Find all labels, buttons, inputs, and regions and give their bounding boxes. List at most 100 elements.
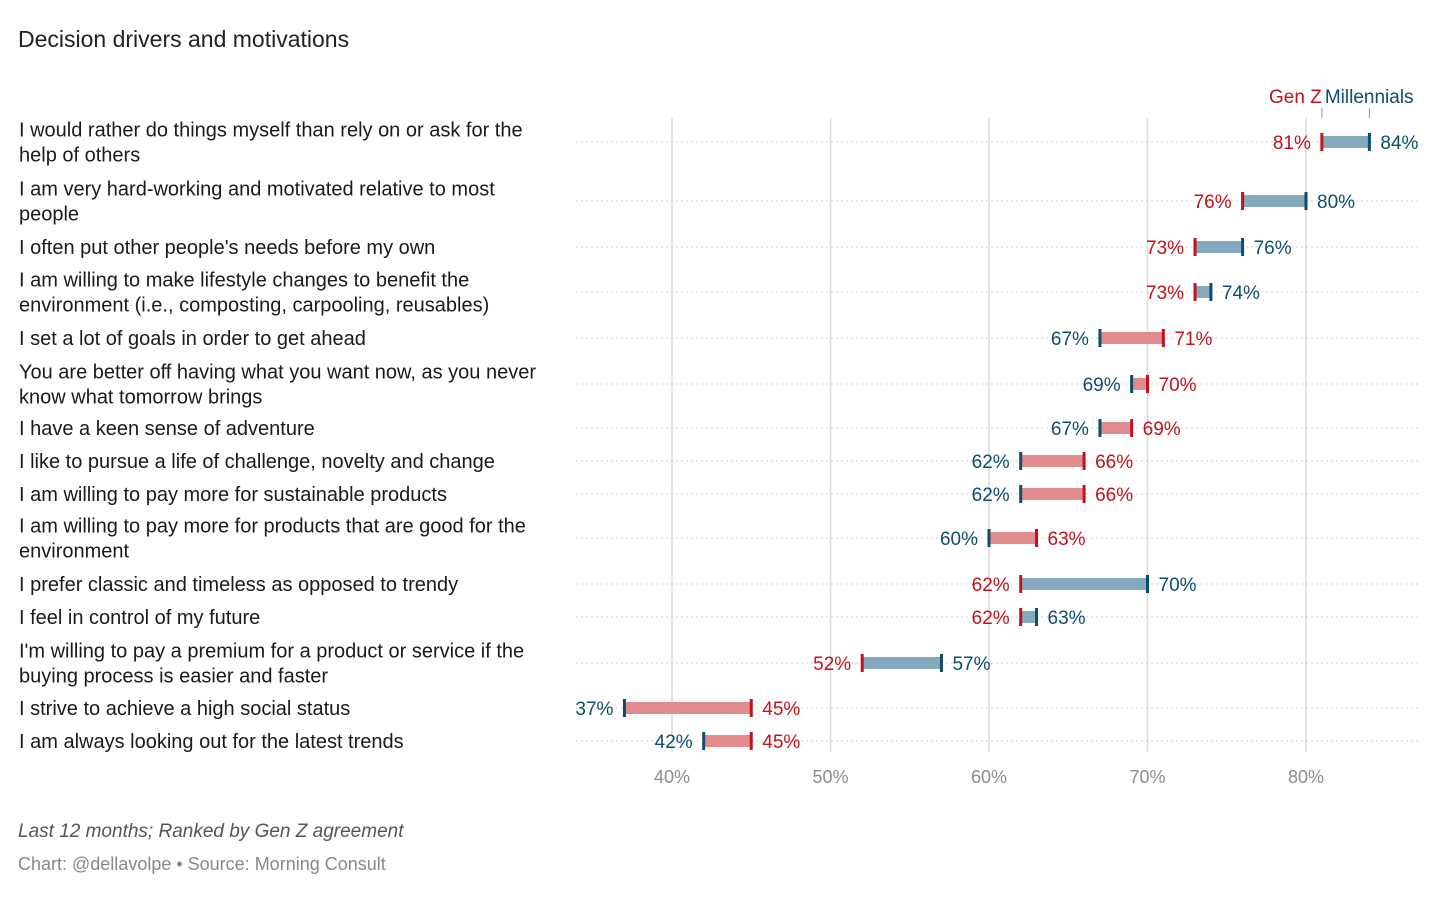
range-bar — [1020, 488, 1085, 500]
value-label-layer: 81% 84% 76% 80% 73% 76% 73% 74% 67% 71% 69% 70% 67% 6… — [575, 133, 1418, 753]
row-label: I prefer classic and timeless as opposed… — [19, 574, 458, 596]
genz-marker — [1035, 529, 1039, 547]
millennials-value-label: 80% — [1317, 192, 1355, 213]
millennials-value-label: 57% — [952, 654, 990, 675]
row-label: I am very hard-working and motivated rel… — [19, 179, 495, 226]
row-label: I am willing to pay more for products th… — [19, 516, 526, 563]
row-label: I'm willing to pay a premium for a produ… — [19, 641, 524, 688]
genz-marker — [1193, 238, 1197, 256]
genz-value-label: 70% — [1159, 375, 1197, 396]
genz-value-label: 81% — [1273, 133, 1311, 154]
millennials-value-label: 42% — [655, 732, 693, 753]
source-note: Chart: @dellavolpe • Source: Morning Con… — [18, 854, 386, 874]
x-tick-layer: 40% 50% 60% 70% 80% — [654, 767, 1324, 787]
range-bar — [1020, 578, 1148, 590]
genz-value-label: 62% — [972, 608, 1010, 629]
genz-value-label: 66% — [1095, 485, 1133, 506]
genz-value-label: 62% — [972, 575, 1010, 596]
row-label: I am always looking out for the latest t… — [19, 731, 404, 753]
row-label-layer: I would rather do things myself than rel… — [19, 120, 536, 754]
x-tick-label: 50% — [812, 767, 848, 787]
genz-value-label: 73% — [1146, 238, 1184, 259]
range-bar — [1020, 611, 1037, 623]
genz-marker — [749, 699, 753, 717]
millennials-value-label: 76% — [1254, 238, 1292, 259]
footnote: Last 12 months; Ranked by Gen Z agreemen… — [18, 821, 404, 842]
millennials-marker — [939, 654, 943, 672]
millennials-marker — [1146, 575, 1149, 593]
millennials-marker — [1241, 238, 1245, 256]
genz-value-label: 45% — [762, 699, 800, 720]
range-bar — [1195, 241, 1243, 253]
genz-value-label: 63% — [1048, 529, 1086, 550]
genz-value-label: 73% — [1146, 283, 1184, 304]
row-line-layer — [576, 141, 1420, 742]
row-label: I strive to achieve a high social status — [19, 698, 350, 720]
range-bar — [1099, 332, 1164, 344]
chart-title: Decision drivers and motivations — [18, 26, 350, 52]
millennials-marker — [1367, 133, 1371, 151]
row-label: I feel in control of my future — [19, 607, 260, 629]
range-bar — [624, 702, 752, 714]
millennials-value-label: 37% — [575, 699, 613, 720]
genz-value-label: 45% — [762, 732, 800, 753]
genz-marker — [1241, 192, 1245, 210]
millennials-marker — [622, 699, 626, 717]
row-label: I am willing to make lifestyle changes t… — [19, 270, 489, 317]
range-bar — [1131, 378, 1148, 390]
millennials-value-label: 60% — [940, 529, 978, 550]
row-label: You are better off having what you want … — [19, 362, 536, 409]
millennials-marker — [1019, 452, 1023, 470]
genz-value-label: 71% — [1174, 329, 1212, 350]
millennials-value-label: 67% — [1051, 329, 1089, 350]
millennials-marker — [1130, 375, 1134, 393]
legend-millennials: Millennials — [1325, 87, 1414, 108]
range-bar — [1242, 195, 1306, 207]
millennials-marker — [1209, 283, 1213, 301]
millennials-marker — [1019, 485, 1023, 503]
millennials-value-label: 67% — [1051, 419, 1089, 440]
millennials-value-label: 69% — [1083, 375, 1121, 396]
x-tick-label: 60% — [971, 767, 1007, 787]
millennials-marker — [702, 732, 706, 750]
millennials-value-label: 74% — [1222, 283, 1260, 304]
row-label: I like to pursue a life of challenge, no… — [19, 451, 495, 473]
genz-marker — [1320, 133, 1324, 151]
genz-marker — [749, 732, 753, 750]
row-label: I set a lot of goals in order to get ahe… — [19, 328, 366, 350]
genz-marker — [1146, 375, 1149, 393]
genz-marker — [1082, 452, 1086, 470]
genz-value-label: 76% — [1194, 192, 1232, 213]
millennials-marker — [987, 529, 991, 547]
range-bar — [1020, 455, 1085, 467]
millennials-value-label: 62% — [972, 452, 1010, 473]
grid-layer — [671, 118, 1307, 752]
genz-marker — [860, 654, 864, 672]
range-bar — [989, 532, 1037, 544]
genz-marker — [1019, 575, 1023, 593]
bar-layer — [622, 133, 1371, 750]
millennials-marker — [1304, 192, 1308, 210]
millennials-marker — [1098, 329, 1102, 347]
genz-marker — [1130, 419, 1134, 437]
row-label: I have a keen sense of adventure — [19, 418, 315, 440]
millennials-marker — [1098, 419, 1102, 437]
range-bar — [1099, 422, 1132, 434]
genz-value-label: 66% — [1095, 452, 1133, 473]
millennials-value-label: 63% — [1048, 608, 1086, 629]
x-tick-label: 80% — [1288, 767, 1324, 787]
genz-value-label: 69% — [1143, 419, 1181, 440]
x-tick-label: 70% — [1129, 767, 1165, 787]
millennials-marker — [1035, 608, 1039, 626]
millennials-value-label: 70% — [1159, 575, 1197, 596]
row-label: I would rather do things myself than rel… — [19, 120, 523, 167]
legend: Gen Z Millennials — [1269, 87, 1414, 118]
row-label: I often put other people's needs before … — [19, 237, 435, 259]
genz-value-label: 52% — [813, 654, 851, 675]
legend-genz: Gen Z — [1269, 87, 1322, 108]
range-bar — [862, 657, 942, 669]
range-bar — [1195, 286, 1211, 298]
genz-marker — [1019, 608, 1023, 626]
range-bar — [703, 735, 752, 747]
